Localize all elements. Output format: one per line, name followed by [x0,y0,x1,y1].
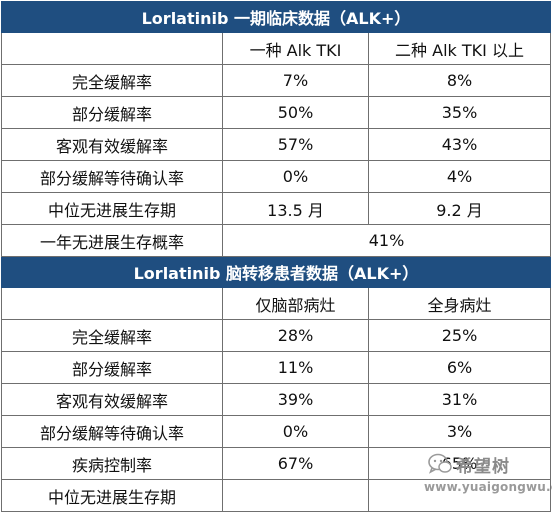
table-row: 完全缓解率 28% 25% [1,319,552,352]
section1-title: Lorlatinib 一期临床数据（ALK+） [0,1,552,33]
row-value-1: 7% [222,64,369,97]
row-label: 完全缓解率 [1,64,223,97]
row-value-1: 50% [222,96,369,129]
section1-col2-header: 二种 Alk TKI 以上 [367,32,552,65]
row-value-1 [222,479,369,512]
table-row-merged: 一年无进展生存概率 41% [1,224,552,257]
section2-col1-header: 仅脑部病灶 [222,287,369,320]
row-label: 一年无进展生存概率 [1,224,223,257]
row-value-1: 11% [222,351,369,384]
row-value-1: 28% [222,319,369,352]
section2-col2-header: 全身病灶 [367,287,552,320]
row-label: 客观有效缓解率 [1,128,223,161]
table-row: 部分缓解率 11% 6% [1,351,552,384]
section1-column-header-row: 一种 Alk TKI 二种 Alk TKI 以上 [1,32,552,65]
row-value-2: 8% [367,64,552,97]
row-value-1: 0% [222,415,369,448]
table-row: 客观有效缓解率 57% 43% [1,128,552,161]
section1-header-row: Lorlatinib 一期临床数据（ALK+） [0,1,552,33]
row-value-1: 57% [222,128,369,161]
section2-column-header-row: 仅脑部病灶 全身病灶 [1,287,552,320]
table-row: 客观有效缓解率 39% 31% [1,383,552,416]
row-label: 部分缓解率 [1,96,223,129]
row-label: 部分缓解率 [1,351,223,384]
row-label: 部分缓解等待确认率 [1,415,223,448]
row-value-2: 4% [367,160,552,193]
row-value-2: 3% [367,415,552,448]
row-label: 疾病控制率 [1,447,223,480]
row-value-2: 25% [367,319,552,352]
section2-title: Lorlatinib 脑转移患者数据（ALK+） [0,256,552,288]
section1-corner-cell [1,32,223,65]
row-label: 客观有效缓解率 [1,383,223,416]
watermark: 希望树 www.yuaigongwu.com [424,447,552,499]
row-label: 中位无进展生存期 [1,479,223,512]
table-row: 部分缓解等待确认率 0% 4% [1,160,552,193]
row-value-1: 13.5 月 [222,192,369,225]
watermark-title: 希望树 [456,457,510,477]
row-label: 完全缓解率 [1,319,223,352]
table-row: 部分缓解等待确认率 0% 3% [1,415,552,448]
section2-header-row: Lorlatinib 脑转移患者数据（ALK+） [0,256,552,288]
row-value-2: 6% [367,351,552,384]
row-value-2: 9.2 月 [367,192,552,225]
row-value-2: 43% [367,128,552,161]
section1-col1-header: 一种 Alk TKI [222,32,369,65]
row-merged-value: 41% [221,224,552,257]
row-label: 中位无进展生存期 [1,192,223,225]
wechat-bubble-icon [428,453,452,475]
row-value-2: 35% [367,96,552,129]
table-row: 部分缓解率 50% 35% [1,96,552,129]
row-value-1: 39% [222,383,369,416]
table-row: 中位无进展生存期 13.5 月 9.2 月 [1,192,552,225]
row-value-1: 67% [222,447,369,480]
watermark-url: www.yuaigongwu.com [424,480,552,494]
table-row: 完全缓解率 7% 8% [1,64,552,97]
row-value-2: 31% [367,383,552,416]
row-value-1: 0% [222,160,369,193]
section2-corner-cell [1,287,223,320]
row-label: 部分缓解等待确认率 [1,160,223,193]
